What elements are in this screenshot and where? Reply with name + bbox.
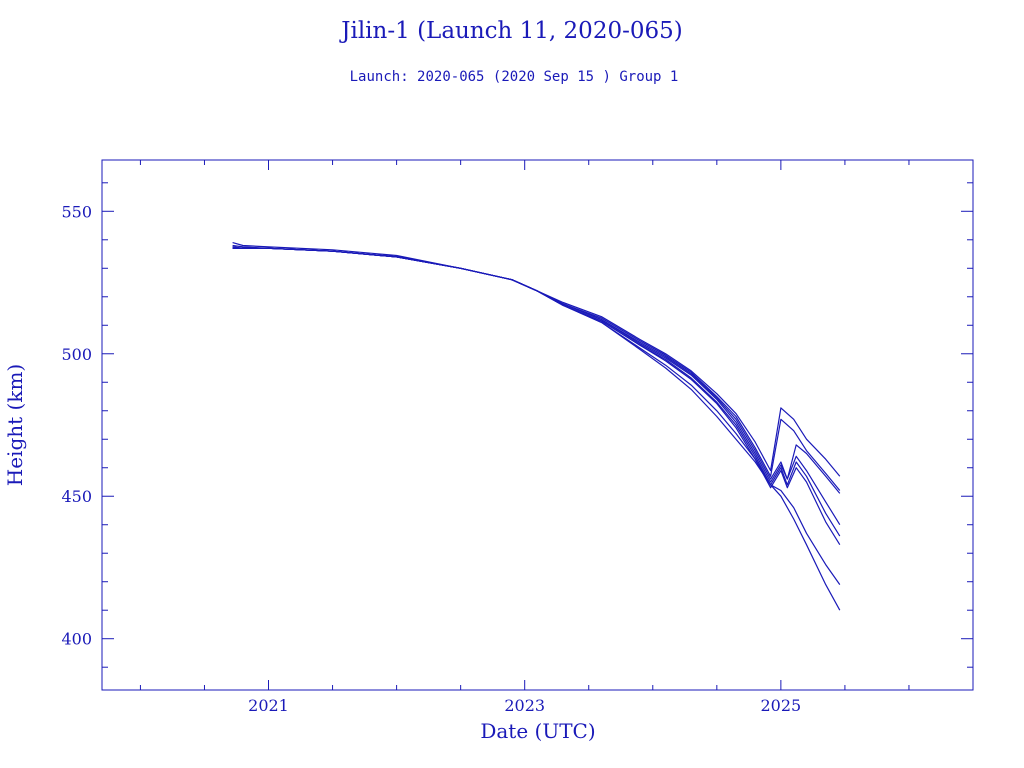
axis-tick-labels: 2021 2023 2025 400 450 500 550: [61, 202, 801, 715]
series-line-1: [232, 242, 841, 477]
x-tick-label: 2023: [504, 696, 545, 715]
chart-title: Jilin-1 (Launch 11, 2020-065): [339, 18, 682, 44]
y-tick-label: 550: [61, 202, 92, 221]
chart-subtitle: Launch: 2020-065 (2020 Sep 15 ) Group 1: [350, 69, 679, 85]
series-line-5: [232, 247, 841, 537]
y-tick-label: 400: [61, 630, 92, 649]
series-line-4: [232, 246, 841, 526]
plot-frame: [101, 159, 974, 691]
series-line-6: [232, 247, 841, 546]
x-tick-label: 2025: [761, 696, 802, 715]
y-tick-label: 500: [61, 345, 92, 364]
x-axis-label: Date (UTC): [480, 719, 595, 743]
y-axis-label: Height (km): [3, 364, 27, 486]
series-group: [232, 242, 841, 611]
series-line-7: [232, 247, 841, 585]
series-line-8: [232, 247, 841, 611]
axis-ticks: [102, 160, 974, 690]
x-tick-label: 2021: [248, 696, 289, 715]
y-tick-label: 450: [61, 487, 92, 506]
series-line-3: [232, 246, 841, 494]
